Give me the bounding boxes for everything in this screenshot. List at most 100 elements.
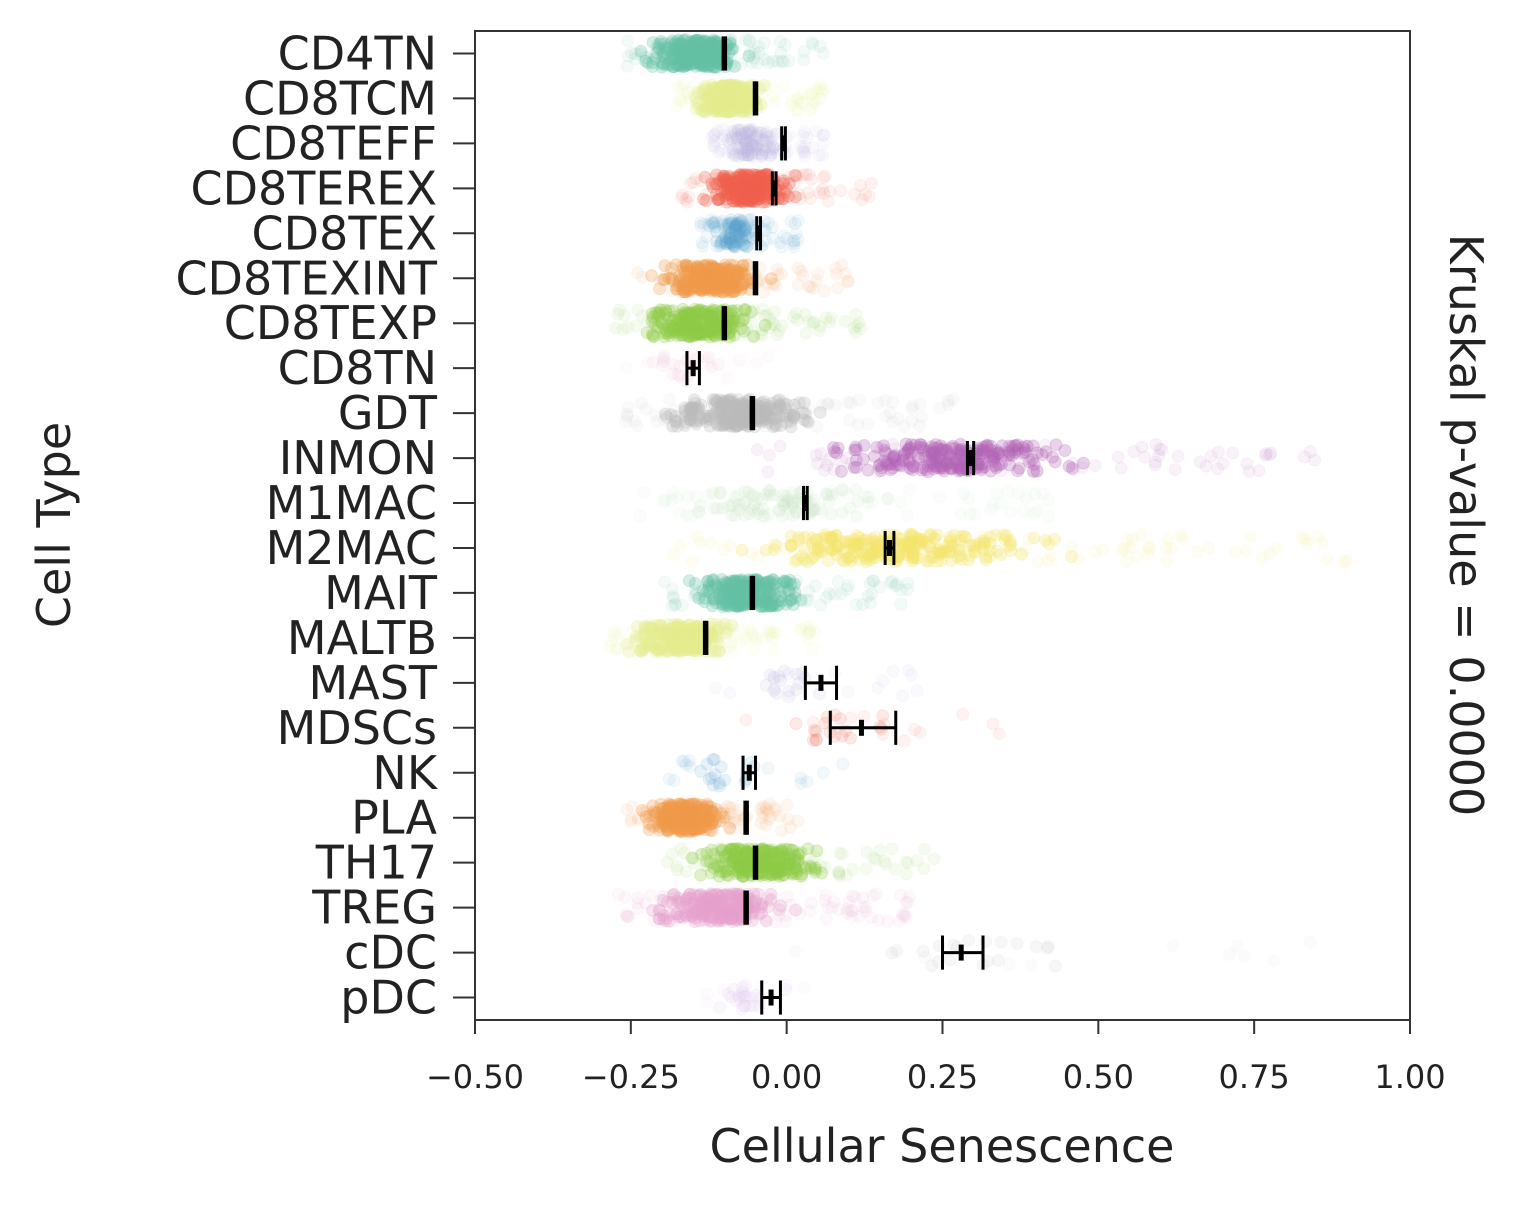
ci-CD8TCM	[752, 81, 759, 116]
point	[844, 711, 858, 725]
point	[730, 98, 744, 112]
point	[696, 59, 710, 73]
point	[707, 60, 721, 73]
point	[675, 42, 689, 56]
point	[698, 42, 712, 56]
point	[667, 60, 681, 74]
point	[687, 50, 701, 64]
point	[657, 50, 671, 64]
point	[657, 37, 671, 50]
point	[730, 95, 744, 109]
point	[1002, 957, 1016, 971]
point	[819, 888, 833, 902]
point	[798, 149, 812, 163]
point	[705, 36, 719, 50]
point	[740, 846, 754, 860]
ci-CD8TEXINT	[752, 261, 759, 296]
x-tick-label: 0.50	[1063, 1058, 1134, 1096]
point	[659, 269, 673, 283]
point	[789, 506, 803, 519]
point	[782, 843, 796, 856]
point	[846, 863, 860, 876]
point	[979, 935, 993, 948]
point	[731, 80, 745, 94]
point	[732, 859, 746, 873]
point	[693, 48, 707, 62]
point	[735, 83, 749, 97]
point	[693, 101, 707, 115]
point	[919, 535, 933, 549]
point	[780, 398, 794, 411]
point	[713, 1000, 727, 1014]
point	[663, 38, 677, 52]
point	[740, 219, 754, 233]
point	[813, 39, 827, 53]
point	[742, 33, 756, 47]
point	[698, 170, 712, 184]
point	[767, 543, 781, 557]
point	[890, 944, 904, 958]
ci-GDT	[749, 396, 756, 431]
plot-frame	[474, 30, 1411, 1021]
point	[821, 553, 835, 567]
point	[706, 41, 720, 54]
x-axis-title: Cellular Senescence	[710, 1119, 1175, 1173]
point	[673, 59, 687, 73]
point	[698, 53, 712, 66]
point	[680, 57, 694, 71]
point	[693, 36, 707, 50]
point	[746, 999, 760, 1013]
point	[639, 50, 653, 64]
point	[670, 100, 684, 114]
point	[670, 37, 684, 51]
point	[688, 35, 702, 49]
point	[916, 944, 930, 958]
point	[665, 47, 679, 60]
point	[783, 856, 797, 870]
point	[689, 34, 703, 48]
point	[908, 723, 922, 737]
point	[672, 44, 686, 58]
point	[903, 527, 917, 541]
point	[701, 53, 715, 67]
point	[1303, 445, 1317, 459]
point	[724, 644, 737, 658]
point	[722, 105, 736, 119]
point	[656, 56, 670, 70]
mean-marker	[753, 854, 758, 871]
point	[628, 47, 642, 61]
point	[814, 78, 828, 92]
point	[1114, 461, 1128, 475]
point	[1321, 552, 1334, 566]
ci-CD8TEXP	[721, 306, 728, 341]
point	[703, 409, 717, 423]
point	[810, 844, 824, 858]
strip-TREG	[611, 887, 916, 928]
point	[806, 100, 820, 114]
point	[730, 85, 744, 99]
point	[689, 59, 703, 73]
point	[674, 40, 688, 54]
point	[660, 59, 674, 73]
point	[1252, 464, 1266, 478]
point	[676, 60, 690, 73]
point	[771, 419, 785, 433]
point	[900, 509, 914, 522]
point	[693, 55, 707, 69]
point	[679, 58, 693, 72]
point	[1024, 958, 1038, 972]
point	[697, 42, 710, 56]
point	[682, 618, 696, 632]
point	[1017, 504, 1031, 518]
point	[1239, 544, 1253, 558]
point	[720, 82, 734, 96]
point	[765, 599, 779, 613]
point	[689, 40, 703, 54]
point	[742, 507, 756, 521]
point	[1303, 935, 1317, 949]
point	[698, 595, 712, 609]
point	[918, 842, 931, 856]
point	[899, 867, 913, 881]
point	[716, 84, 730, 98]
point	[906, 545, 920, 559]
